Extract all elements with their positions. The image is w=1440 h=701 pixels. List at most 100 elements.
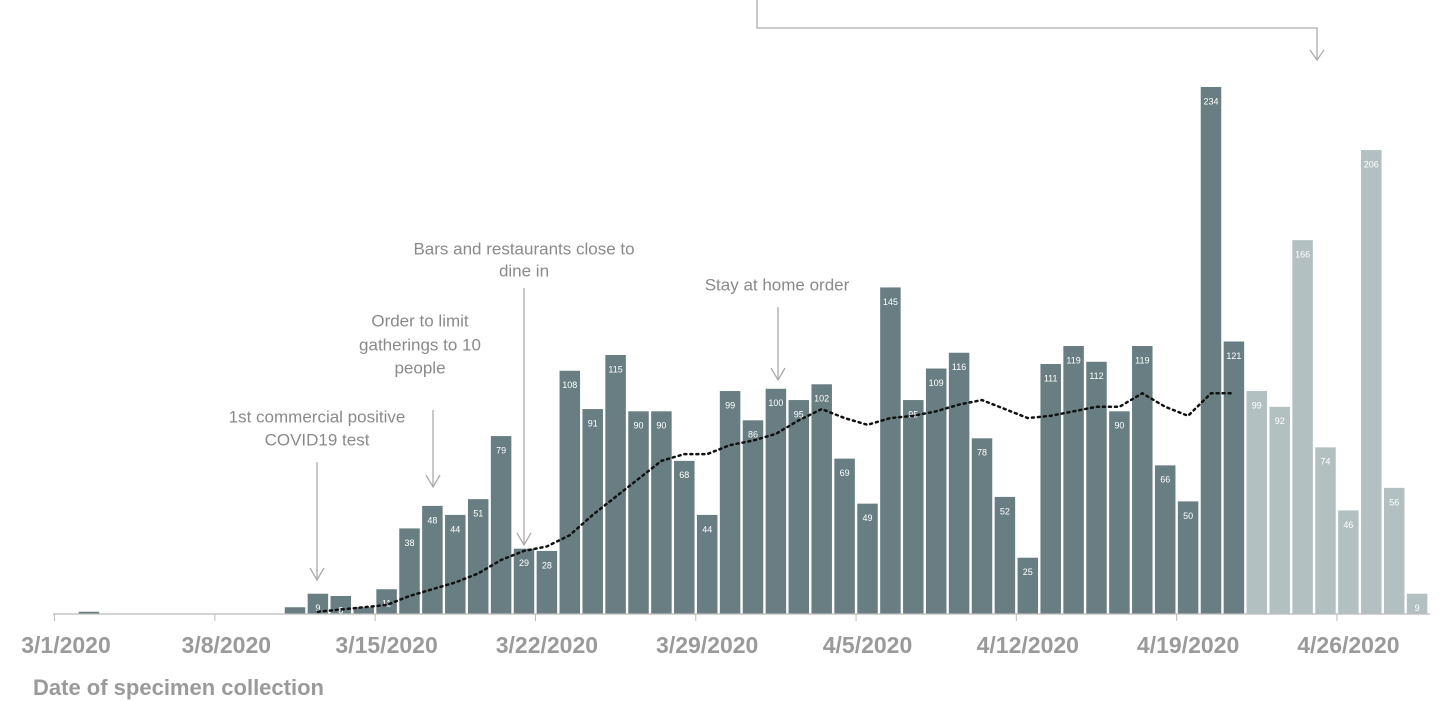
bar — [628, 411, 649, 614]
bar — [376, 589, 397, 614]
value-label: 119 — [1066, 355, 1080, 365]
value-label: 166 — [1295, 250, 1310, 260]
bar — [399, 528, 420, 614]
arrowhead — [309, 567, 325, 582]
bar — [513, 548, 535, 614]
value-label: 90 — [656, 421, 666, 431]
value-label: 95 — [908, 409, 918, 419]
x-tick-label: 3/29/2020 — [656, 632, 758, 658]
value-label: 109 — [929, 378, 944, 388]
bar — [559, 370, 581, 614]
value-label: 46 — [1343, 520, 1353, 530]
value-label: 25 — [1023, 567, 1033, 577]
bar — [1040, 364, 1061, 614]
bar — [811, 384, 832, 614]
value-label: 115 — [608, 364, 622, 374]
annotation: Stay at home order — [705, 275, 850, 382]
bar — [1200, 87, 1222, 614]
bar — [1177, 501, 1199, 614]
value-label: 52 — [1000, 506, 1010, 516]
value-label: 69 — [840, 468, 850, 478]
value-label: 92 — [1275, 416, 1285, 426]
annotation-text: Order to limit — [371, 311, 469, 330]
bar — [1338, 510, 1359, 614]
value-label: 121 — [1226, 351, 1241, 361]
value-label: 234 — [1203, 96, 1218, 106]
value-label: 102 — [814, 394, 829, 404]
bar — [719, 391, 741, 614]
bar — [742, 420, 764, 614]
bar — [1132, 345, 1153, 614]
value-label: 100 — [768, 398, 783, 408]
arrowhead — [770, 367, 786, 382]
bar — [925, 368, 947, 614]
value-label: 49 — [862, 513, 872, 523]
value-label: 29 — [519, 558, 529, 568]
bar — [1361, 150, 1382, 615]
bar — [536, 550, 558, 614]
bar — [78, 611, 100, 614]
value-label: 50 — [1183, 511, 1193, 521]
x-tick-label: 4/26/2020 — [1297, 632, 1399, 658]
bar — [674, 460, 695, 614]
bar — [1246, 391, 1268, 614]
bar — [1269, 406, 1290, 614]
trend-line — [316, 391, 1236, 613]
value-label: 119 — [1135, 355, 1149, 365]
bar — [971, 438, 993, 614]
value-label: 9 — [315, 603, 320, 613]
bar — [880, 287, 901, 614]
bar — [307, 593, 329, 614]
annotation-text: Bars and restaurants close to — [413, 239, 634, 258]
value-label: 48 — [427, 515, 437, 525]
value-label: 99 — [1252, 400, 1262, 410]
bar — [1086, 361, 1107, 614]
value-label: 38 — [404, 538, 414, 548]
value-label: 86 — [748, 430, 758, 440]
bar — [1223, 341, 1245, 614]
value-label: 108 — [562, 380, 577, 390]
bar — [834, 458, 855, 614]
x-tick-label: 3/22/2020 — [496, 632, 598, 658]
bar — [1063, 345, 1084, 614]
annotation-text: gatherings to 10 — [359, 335, 481, 354]
value-label: 28 — [542, 560, 552, 570]
value-label: 44 — [702, 524, 712, 534]
value-label: 206 — [1364, 159, 1379, 169]
value-label: 112 — [1089, 371, 1103, 381]
bar — [582, 409, 603, 614]
annotation-text: Stay at home order — [705, 275, 850, 294]
bar — [353, 607, 374, 614]
bar — [1017, 557, 1039, 614]
arrowhead — [516, 532, 532, 547]
arrowhead — [1309, 49, 1325, 62]
annotation-text: people — [394, 358, 445, 377]
value-label: 74 — [1320, 457, 1330, 467]
x-tick-label: 4/5/2020 — [823, 632, 913, 658]
value-label: 91 — [588, 418, 598, 428]
value-label: 8 — [338, 605, 343, 615]
annotation-text: dine in — [499, 261, 549, 280]
bar — [788, 400, 810, 614]
bar — [994, 496, 1016, 614]
x-tick-label: 3/15/2020 — [335, 632, 437, 658]
bar — [445, 514, 466, 614]
value-label: 111 — [1044, 373, 1058, 383]
bar — [1315, 447, 1336, 614]
annotation-text: 1st commercial positive — [229, 407, 406, 426]
bar — [605, 355, 626, 614]
bar — [651, 411, 672, 614]
bar — [696, 514, 718, 614]
bar — [1406, 593, 1428, 614]
value-label: 11 — [382, 599, 391, 609]
value-label: 9 — [1415, 603, 1420, 613]
bar — [1109, 411, 1130, 614]
annotation: Order to limit gatherings to 10 people — [359, 311, 481, 489]
value-label: 51 — [473, 509, 483, 519]
bar — [903, 400, 924, 614]
bar — [1292, 240, 1313, 614]
x-tick-label: 3/1/2020 — [21, 632, 111, 658]
x-tick-label: 3/8/2020 — [182, 632, 272, 658]
value-label: 68 — [679, 470, 689, 480]
